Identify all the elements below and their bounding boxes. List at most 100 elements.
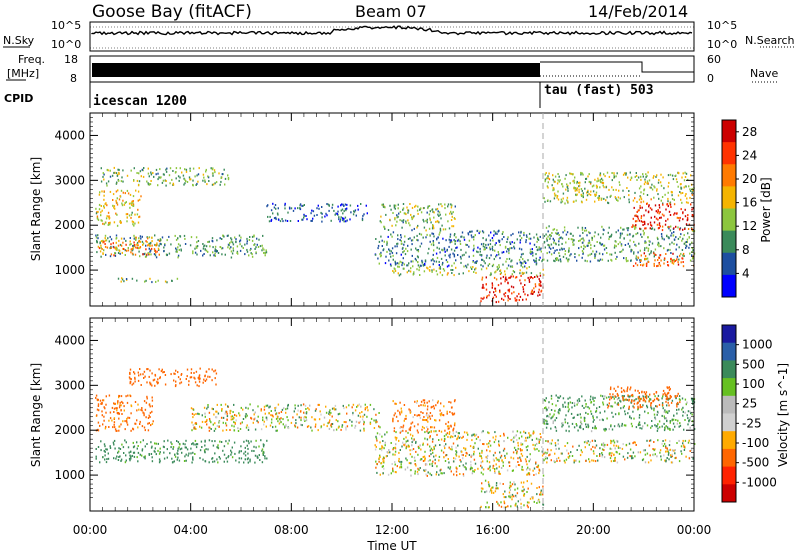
- data-pixel: [423, 207, 425, 209]
- data-pixel: [289, 220, 292, 222]
- data-pixel: [646, 174, 648, 177]
- data-pixel: [496, 265, 498, 268]
- data-pixel: [200, 249, 202, 252]
- data-pixel: [573, 186, 575, 189]
- data-pixel: [174, 455, 177, 458]
- data-pixel: [432, 241, 435, 244]
- data-pixel: [479, 452, 481, 455]
- data-pixel: [567, 403, 570, 406]
- data-pixel: [458, 432, 460, 435]
- data-pixel: [498, 458, 500, 461]
- data-pixel: [145, 279, 147, 282]
- data-pixel: [382, 458, 384, 461]
- data-pixel: [620, 250, 623, 253]
- data-pixel: [221, 408, 223, 411]
- data-pixel: [449, 212, 451, 215]
- data-pixel: [674, 259, 677, 262]
- data-pixel: [440, 414, 442, 417]
- data-pixel: [160, 243, 162, 246]
- data-pixel: [428, 205, 431, 207]
- cpid-mode-1: icescan 1200: [93, 94, 187, 109]
- data-pixel: [343, 205, 345, 207]
- data-pixel: [345, 421, 347, 424]
- data-pixel: [96, 408, 99, 411]
- data-pixel: [108, 394, 111, 397]
- data-pixel: [410, 474, 412, 477]
- data-pixel: [671, 191, 673, 194]
- data-pixel: [559, 408, 561, 411]
- data-pixel: [632, 410, 634, 413]
- data-pixel: [394, 260, 396, 263]
- data-pixel: [615, 245, 617, 248]
- data-pixel: [663, 187, 665, 190]
- data-pixel: [486, 457, 488, 460]
- data-pixel: [154, 447, 156, 450]
- data-pixel: [431, 465, 434, 467]
- data-pixel: [279, 220, 282, 223]
- data-pixel: [686, 241, 688, 243]
- data-pixel: [426, 218, 428, 221]
- data-pixel: [96, 251, 98, 254]
- data-pixel: [548, 454, 550, 457]
- data-pixel: [191, 412, 194, 415]
- data-pixel: [118, 249, 121, 252]
- data-pixel: [238, 450, 241, 453]
- data-pixel: [143, 426, 146, 429]
- data-pixel: [433, 455, 435, 458]
- data-pixel: [528, 460, 530, 463]
- data-pixel: [546, 414, 549, 417]
- data-pixel: [317, 204, 319, 207]
- data-pixel: [405, 221, 407, 224]
- data-pixel: [488, 257, 491, 260]
- data-pixel: [509, 247, 511, 250]
- data-pixel: [278, 422, 281, 425]
- data-pixel: [541, 446, 543, 448]
- data-pixel: [516, 439, 518, 441]
- data-pixel: [561, 452, 563, 455]
- data-pixel: [506, 452, 508, 455]
- data-pixel: [378, 460, 380, 463]
- data-pixel: [262, 443, 265, 446]
- data-pixel: [523, 488, 525, 491]
- data-pixel: [430, 221, 432, 224]
- data-pixel: [431, 269, 433, 272]
- data-pixel: [220, 180, 222, 183]
- data-pixel: [138, 408, 140, 411]
- data-pixel: [161, 181, 164, 184]
- data-pixel: [408, 222, 410, 225]
- data-pixel: [472, 433, 474, 436]
- data-pixel: [147, 172, 150, 175]
- data-pixel: [401, 264, 403, 267]
- data-pixel: [563, 459, 566, 462]
- data-pixel: [214, 171, 216, 174]
- data-pixel: [680, 445, 683, 448]
- data-pixel: [266, 404, 269, 407]
- data-pixel: [615, 188, 617, 191]
- data-pixel: [133, 445, 136, 448]
- data-pixel: [510, 485, 512, 488]
- data-pixel: [651, 183, 653, 186]
- data-pixel: [671, 232, 673, 235]
- data-pixel: [381, 447, 383, 450]
- data-pixel: [115, 457, 117, 460]
- data-pixel: [420, 242, 423, 245]
- data-pixel: [553, 197, 556, 200]
- data-pixel: [174, 385, 177, 388]
- data-pixel: [592, 398, 594, 401]
- data-pixel: [179, 235, 181, 238]
- data-pixel: [554, 409, 556, 412]
- data-pixel: [473, 247, 475, 250]
- data-pixel: [628, 198, 630, 201]
- data-pixel: [213, 429, 216, 432]
- data-pixel: [525, 439, 527, 442]
- data-pixel: [381, 446, 384, 449]
- data-pixel: [191, 443, 193, 446]
- data-pixel: [575, 423, 577, 425]
- data-pixel: [562, 185, 564, 188]
- data-pixel: [142, 242, 145, 245]
- data-pixel: [426, 266, 428, 269]
- data-pixel: [394, 446, 396, 449]
- data-pixel: [411, 437, 413, 440]
- data-pixel: [508, 491, 511, 494]
- data-pixel: [126, 423, 129, 426]
